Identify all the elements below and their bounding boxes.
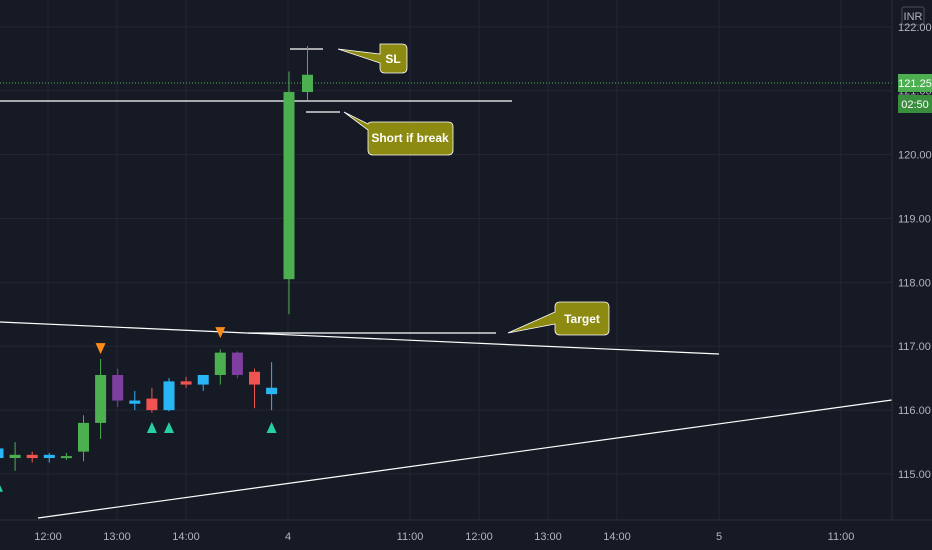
candle-body (197, 374, 209, 385)
candle-body (9, 454, 21, 459)
countdown-tag-box (898, 95, 932, 113)
x-tick-label: 14:00 (603, 531, 631, 543)
y-tick-label: 116.00 (898, 405, 931, 417)
x-tick-label: 11:00 (397, 531, 424, 543)
candle-body (26, 454, 38, 459)
buy-signal-marker (164, 422, 174, 434)
sl-callout[interactable]: SL (337, 43, 408, 74)
y-tick-label: 117.00 (898, 341, 931, 353)
candle-body (283, 91, 295, 280)
last-price-tag: 121.25 02:50 (898, 74, 932, 113)
candle-body (180, 381, 192, 385)
price-axis[interactable]: INR 122.00121.00120.00119.00118.00117.00… (891, 0, 932, 520)
y-tick-label: 120.00 (898, 150, 932, 162)
sell-signal-marker (95, 343, 106, 355)
y-tick-labels: 122.00121.00120.00119.00118.00117.00116.… (898, 22, 932, 481)
y-tick-label: 119.00 (898, 213, 931, 225)
grid (0, 0, 892, 520)
short-callout[interactable]: Short if break (343, 111, 454, 156)
candle-body (249, 371, 260, 385)
target-callout[interactable]: Target (507, 301, 610, 336)
x-tick-label: 13:00 (534, 531, 562, 543)
countdown-value: 02:50 (901, 99, 929, 111)
candle-body (163, 381, 175, 411)
last-price-tag-box (898, 74, 932, 92)
candle-body (231, 352, 243, 375)
candle-body (146, 398, 158, 411)
target-callout-shape (507, 301, 610, 336)
candle-body (95, 374, 107, 423)
currency-button-box (901, 6, 925, 26)
descending-trendline[interactable] (0, 321, 720, 355)
signal-markers (0, 327, 277, 492)
short-callout-label: Short if break (371, 131, 449, 145)
candle-body (0, 448, 4, 459)
candle-body (266, 387, 278, 395)
x-tick-label: 12:00 (465, 531, 493, 543)
buy-signal-marker (266, 422, 277, 434)
x-tick-labels: 12:00 13:00 14:00 4 11:00 12:00 13:00 14:00 5 11:… (34, 531, 854, 543)
x-tick-label: 4 (285, 531, 291, 543)
sell-signal-marker (215, 327, 226, 339)
candle-body (60, 456, 72, 459)
currency-label: INR (904, 11, 923, 23)
candle-body (112, 374, 124, 401)
sl-callout-shape (337, 43, 408, 74)
candle-body (214, 352, 226, 375)
currency-button[interactable]: INR (901, 6, 925, 26)
x-tick-label: 12:00 (34, 531, 62, 543)
candles (0, 45, 313, 471)
x-tick-label: 14:00 (172, 531, 200, 543)
last-price-value: 121.25 (898, 78, 932, 90)
x-tick-label: 13:00 (103, 531, 131, 543)
y-tick-label: 115.00 (898, 469, 931, 481)
drawings[interactable] (0, 48, 893, 519)
short-callout-shape (343, 111, 454, 156)
x-tick-label: 11:00 (828, 531, 855, 543)
candle-body (129, 400, 141, 404)
candle-body (43, 454, 55, 459)
x-tick-label: 5 (716, 531, 722, 543)
ascending-trendline[interactable] (37, 399, 893, 519)
candle-body (78, 422, 89, 452)
target-callout-label: Target (564, 312, 600, 326)
time-axis[interactable]: 12:00 13:00 14:00 4 11:00 12:00 13:00 14:00 5 11:… (0, 519, 932, 543)
y-tick-label: 118.00 (898, 277, 931, 289)
sl-callout-label: SL (385, 52, 400, 66)
buy-signal-marker (0, 485, 3, 492)
y-tick-label: 122.00 (898, 22, 932, 34)
candle-body (302, 74, 313, 92)
buy-signal-marker (146, 422, 157, 434)
